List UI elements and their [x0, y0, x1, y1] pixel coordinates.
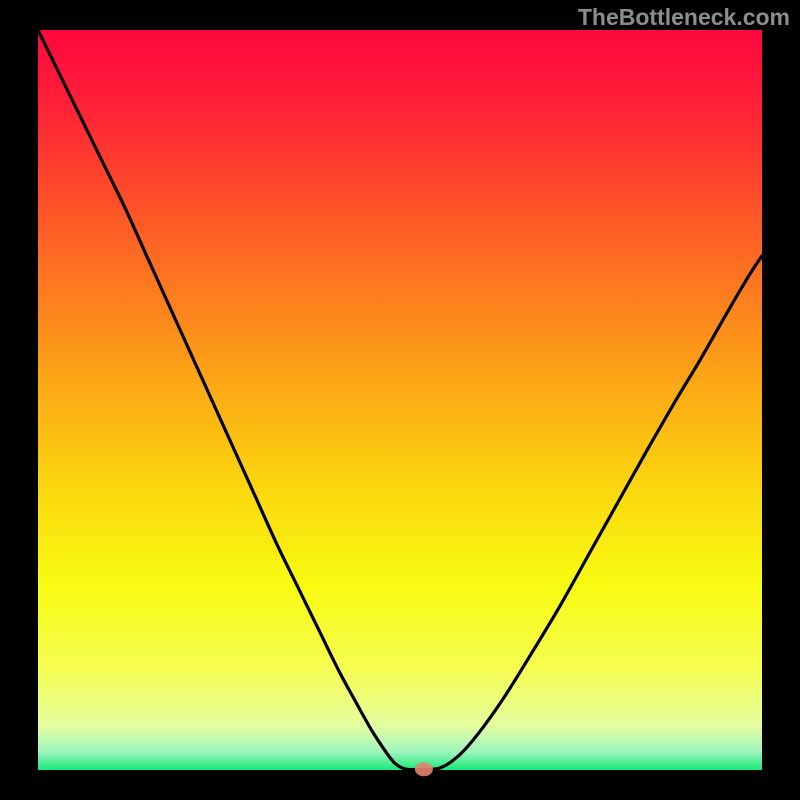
bottleneck-chart [0, 0, 800, 800]
watermark-text: TheBottleneck.com [578, 4, 790, 31]
plot-background [38, 30, 762, 770]
chart-container: TheBottleneck.com [0, 0, 800, 800]
minimum-marker [415, 762, 433, 776]
